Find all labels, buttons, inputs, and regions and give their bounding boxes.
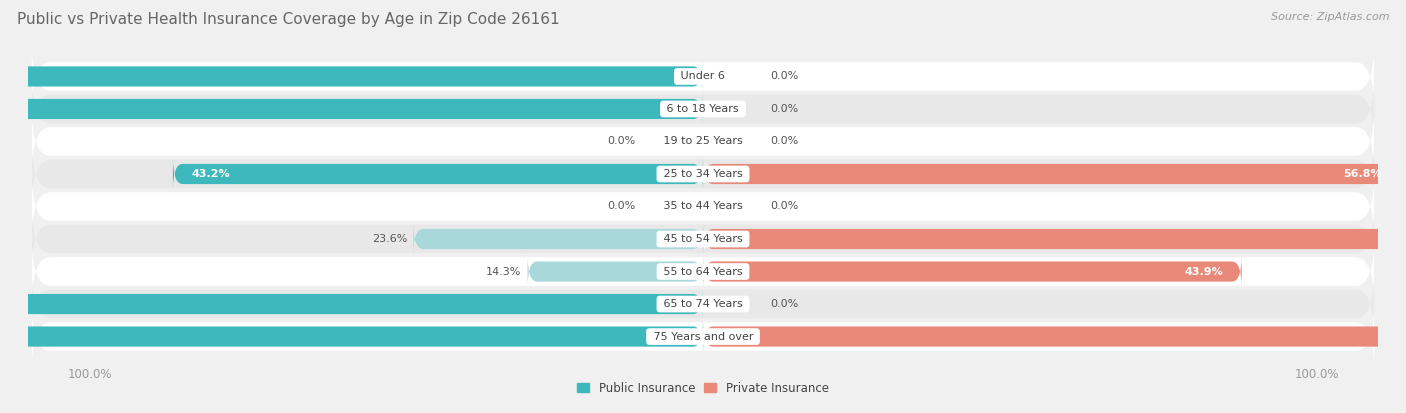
Text: 0.0%: 0.0% [770,71,799,81]
Text: 45 to 54 Years: 45 to 54 Years [659,234,747,244]
FancyBboxPatch shape [703,320,1406,352]
FancyBboxPatch shape [32,204,1374,273]
FancyBboxPatch shape [527,256,703,287]
FancyBboxPatch shape [32,42,1374,111]
Text: 6 to 18 Years: 6 to 18 Years [664,104,742,114]
Text: 56.8%: 56.8% [1343,169,1382,179]
FancyBboxPatch shape [703,256,1241,287]
FancyBboxPatch shape [32,107,1374,176]
Text: 0.0%: 0.0% [607,202,636,211]
FancyBboxPatch shape [32,74,1374,143]
Text: 23.6%: 23.6% [373,234,408,244]
Text: Under 6: Under 6 [678,71,728,81]
FancyBboxPatch shape [32,270,1374,339]
FancyBboxPatch shape [703,223,1406,255]
FancyBboxPatch shape [0,61,703,93]
FancyBboxPatch shape [32,302,1374,371]
FancyBboxPatch shape [32,140,1374,209]
FancyBboxPatch shape [32,237,1374,306]
FancyBboxPatch shape [413,223,703,255]
Text: 75 Years and over: 75 Years and over [650,332,756,342]
FancyBboxPatch shape [0,93,703,125]
Text: 25 to 34 Years: 25 to 34 Years [659,169,747,179]
Text: Public vs Private Health Insurance Coverage by Age in Zip Code 26161: Public vs Private Health Insurance Cover… [17,12,560,27]
Text: 65 to 74 Years: 65 to 74 Years [659,299,747,309]
Text: 0.0%: 0.0% [770,202,799,211]
Text: 43.9%: 43.9% [1184,266,1223,277]
Text: 55 to 64 Years: 55 to 64 Years [659,266,747,277]
Legend: Public Insurance, Private Insurance: Public Insurance, Private Insurance [572,377,834,399]
FancyBboxPatch shape [703,158,1400,190]
Text: Source: ZipAtlas.com: Source: ZipAtlas.com [1271,12,1389,22]
FancyBboxPatch shape [173,158,703,190]
Text: 35 to 44 Years: 35 to 44 Years [659,202,747,211]
FancyBboxPatch shape [0,320,703,352]
FancyBboxPatch shape [32,172,1374,241]
Text: 0.0%: 0.0% [607,136,636,147]
Text: 0.0%: 0.0% [770,104,799,114]
Text: 0.0%: 0.0% [770,136,799,147]
Text: 19 to 25 Years: 19 to 25 Years [659,136,747,147]
Text: 43.2%: 43.2% [191,169,231,179]
Text: 14.3%: 14.3% [486,266,522,277]
FancyBboxPatch shape [0,288,703,320]
Text: 0.0%: 0.0% [770,299,799,309]
